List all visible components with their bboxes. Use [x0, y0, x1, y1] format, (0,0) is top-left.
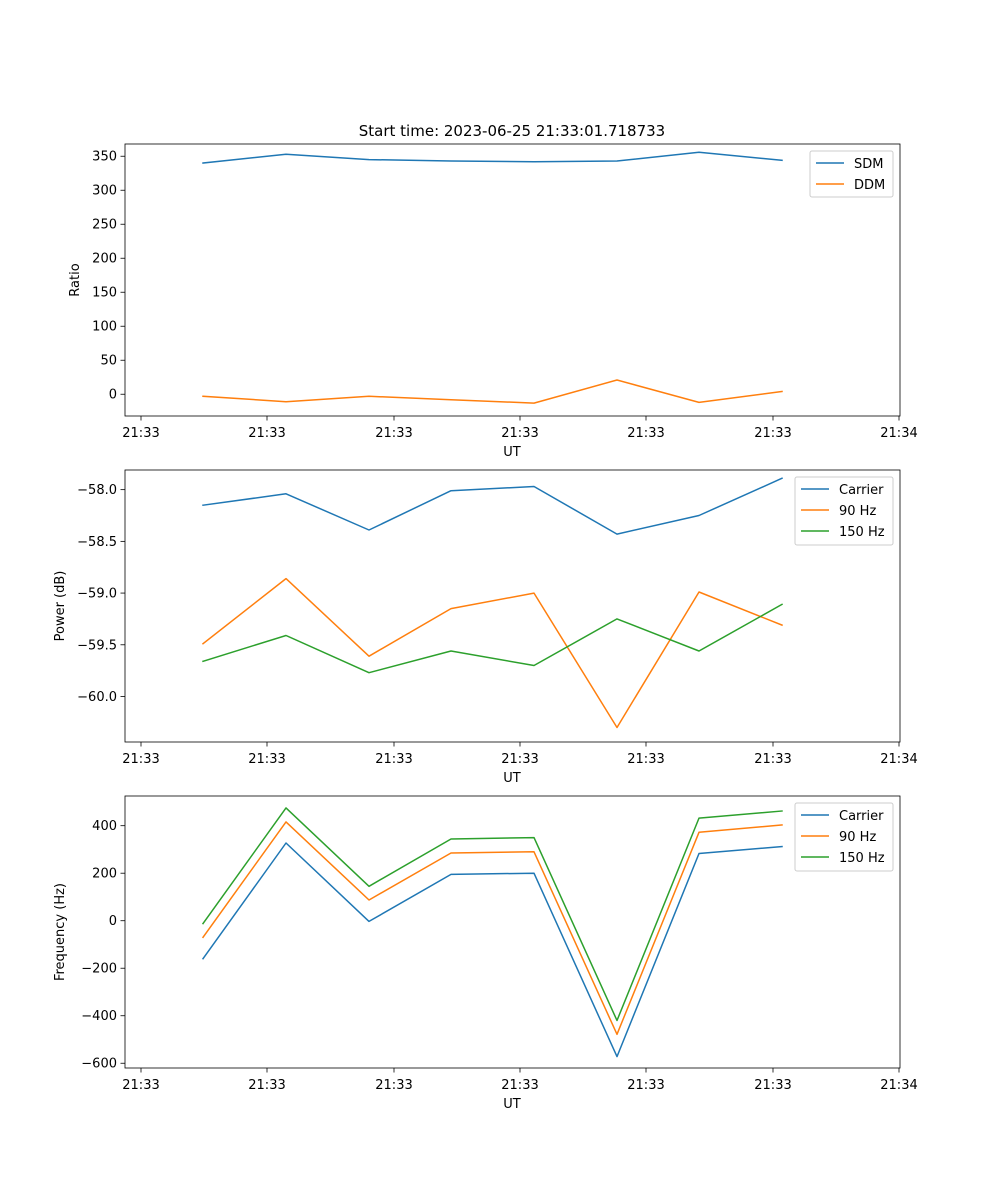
x-tick-label: 21:33	[754, 752, 791, 767]
x-tick-label: 21:33	[375, 1078, 412, 1093]
x-axis-label: UT	[503, 771, 521, 786]
legend-frame	[794, 476, 894, 546]
axes-frame	[124, 795, 901, 1069]
series-line-carrier	[202, 477, 783, 535]
y-axis-label: Ratio	[68, 263, 83, 296]
y-axis-label: Frequency (Hz)	[53, 883, 68, 981]
y-tick-label: −59.5	[77, 638, 117, 653]
axes-frame	[124, 469, 901, 743]
legend: Carrier 90 Hz 150 Hz	[794, 802, 894, 872]
y-tick-label: 200	[92, 252, 117, 267]
legend: Carrier 90 Hz 150 Hz	[794, 476, 894, 546]
x-tick-label: 21:33	[627, 426, 664, 441]
x-axis-label: UT	[503, 445, 521, 460]
y-tick-label: 200	[92, 867, 117, 882]
series-line-150-hz	[202, 603, 784, 674]
x-tick-label: 21:33	[754, 426, 791, 441]
y-tick-label: −200	[81, 962, 117, 977]
y-tick-label: 100	[92, 320, 117, 335]
x-tick-label: 21:33	[248, 752, 285, 767]
subplot-3: 21:33 21:33 21:33 21:33 21:33 21:33 21:34 −600 −…	[53, 795, 918, 1112]
y-tick-label: 250	[92, 218, 117, 233]
x-tick-label: 21:33	[375, 752, 412, 767]
legend: SDM DDM	[809, 150, 894, 198]
subplot-1: 21:33 21:33 21:33 21:33 21:33 21:33 21:34 0 50 10…	[68, 143, 918, 460]
x-tick-label: 21:33	[501, 752, 538, 767]
x-tick-label: 21:33	[627, 752, 664, 767]
x-tick-label: 21:34	[880, 426, 917, 441]
legend-label: Carrier	[839, 809, 884, 824]
legend-label: 90 Hz	[839, 830, 876, 845]
y-tick-label: 0	[109, 914, 117, 929]
legend-label: 150 Hz	[839, 851, 885, 866]
y-tick-label: 50	[100, 354, 117, 369]
x-tick-label: 21:33	[122, 426, 159, 441]
x-tick-label: 21:33	[627, 1078, 664, 1093]
y-tick-label: −58.5	[77, 535, 117, 550]
x-axis-label: UT	[503, 1097, 521, 1112]
legend-label: SDM	[854, 157, 883, 172]
y-tick-label: −600	[81, 1057, 117, 1072]
x-tick-label: 21:34	[880, 752, 917, 767]
x-tick-label: 21:33	[501, 1078, 538, 1093]
x-tick-label: 21:33	[501, 426, 538, 441]
y-tick-label: 150	[92, 286, 117, 301]
y-tick-label: −59.0	[77, 587, 117, 602]
x-tick-label: 21:33	[122, 752, 159, 767]
x-tick-label: 21:33	[754, 1078, 791, 1093]
subplot-2: 21:33 21:33 21:33 21:33 21:33 21:33 21:34 −60.0…	[53, 469, 918, 786]
x-tick-label: 21:33	[248, 1078, 285, 1093]
chart-title: Start time: 2023-06-25 21:33:01.718733	[359, 122, 665, 140]
legend-label: Carrier	[839, 483, 884, 498]
y-tick-label: 350	[92, 150, 117, 165]
series-line-90-hz	[201, 577, 783, 729]
y-axis-label: Power (dB)	[53, 571, 68, 642]
axes-frame	[124, 143, 901, 417]
legend-label: 150 Hz	[839, 525, 885, 540]
y-tick-label: −60.0	[77, 690, 117, 705]
y-tick-label: −400	[81, 1009, 117, 1024]
x-tick-label: 21:34	[880, 1078, 917, 1093]
legend-label: DDM	[854, 178, 885, 193]
legend-frame	[794, 802, 894, 872]
x-tick-label: 21:33	[122, 1078, 159, 1093]
series-line-carrier	[201, 842, 783, 1058]
x-tick-label: 21:33	[248, 426, 285, 441]
series-line-sdm	[202, 151, 783, 164]
legend-label: 90 Hz	[839, 504, 876, 519]
x-tick-label: 21:33	[375, 426, 412, 441]
y-tick-label: 0	[109, 388, 117, 403]
y-tick-label: −58.0	[77, 483, 117, 498]
series-line-ddm	[202, 379, 783, 404]
series-line-150-hz	[201, 807, 783, 1022]
series-line-90-hz	[201, 821, 783, 1036]
y-tick-label: 400	[92, 819, 117, 834]
panels: 21:33 21:33 21:33 21:33 21:33 21:33 21:34 0 50 10…	[53, 143, 918, 1112]
y-tick-label: 300	[92, 184, 117, 199]
